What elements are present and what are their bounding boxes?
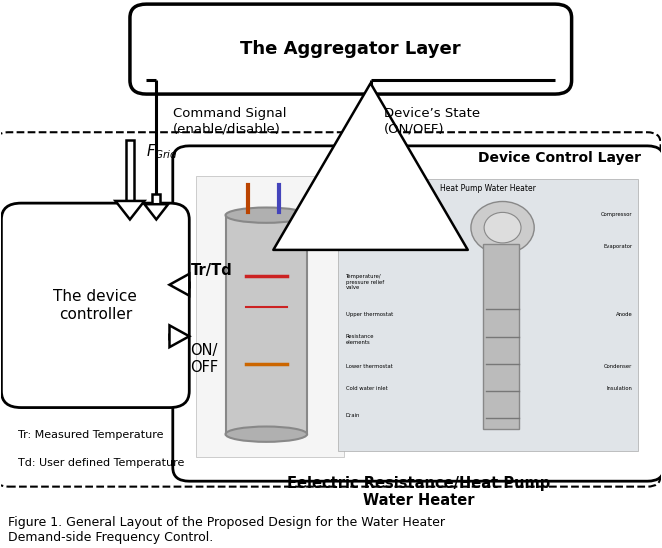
- Text: Fan: Fan: [346, 212, 355, 216]
- Polygon shape: [169, 326, 189, 347]
- Polygon shape: [115, 201, 144, 220]
- Bar: [367, 127, 375, 140]
- FancyBboxPatch shape: [0, 132, 661, 487]
- Text: Resistance
elements: Resistance elements: [346, 334, 374, 345]
- Bar: [126, 140, 134, 201]
- FancyBboxPatch shape: [173, 146, 662, 481]
- Text: The device
controller: The device controller: [54, 289, 137, 322]
- Bar: [226, 215, 307, 434]
- Polygon shape: [358, 127, 383, 143]
- Bar: [196, 176, 344, 456]
- Text: Compressor: Compressor: [600, 212, 632, 216]
- Text: The Aggregator Layer: The Aggregator Layer: [240, 40, 461, 58]
- Circle shape: [484, 213, 521, 243]
- Text: Heat Pump Water Heater: Heat Pump Water Heater: [440, 184, 536, 193]
- Text: Hot water outlet: Hot water outlet: [346, 244, 389, 249]
- Text: Tr: Measured Temperature: Tr: Measured Temperature: [18, 430, 164, 440]
- Polygon shape: [144, 204, 168, 220]
- FancyBboxPatch shape: [1, 203, 189, 408]
- Text: ON/
OFF: ON/ OFF: [191, 343, 218, 375]
- Text: Anode: Anode: [616, 312, 632, 317]
- Text: Drain: Drain: [346, 413, 360, 418]
- Text: Device Control Layer: Device Control Layer: [478, 151, 641, 165]
- Ellipse shape: [226, 208, 307, 223]
- Circle shape: [471, 202, 534, 254]
- Polygon shape: [169, 274, 189, 295]
- Bar: [483, 244, 519, 430]
- Bar: [338, 179, 638, 451]
- Text: Td: User defined Temperature: Td: User defined Temperature: [18, 458, 184, 467]
- Text: Cold water inlet: Cold water inlet: [346, 386, 387, 391]
- Text: Insulation: Insulation: [606, 386, 632, 391]
- Text: Command Signal
(enable/disable): Command Signal (enable/disable): [173, 107, 286, 135]
- FancyBboxPatch shape: [130, 4, 571, 94]
- Text: Device’s State
(ON/OFF): Device’s State (ON/OFF): [384, 107, 480, 135]
- Text: $F_{Grid}$: $F_{Grid}$: [146, 142, 178, 161]
- Text: Tr/Td: Tr/Td: [191, 263, 232, 278]
- Ellipse shape: [226, 426, 307, 442]
- Text: Figure 1. General Layout of the Proposed Design for the Water Heater
Demand-side: Figure 1. General Layout of the Proposed…: [8, 516, 445, 544]
- Text: Lower thermostat: Lower thermostat: [346, 364, 393, 369]
- Text: Eelectric Resistance/Heat Pump
Water Heater: Eelectric Resistance/Heat Pump Water Hea…: [287, 476, 550, 508]
- Bar: [152, 195, 160, 204]
- Text: Upper thermostat: Upper thermostat: [346, 312, 393, 317]
- Text: Temperature/
pressure relief
valve: Temperature/ pressure relief valve: [346, 275, 383, 290]
- Text: Condenser: Condenser: [604, 364, 632, 369]
- Text: Evaporator: Evaporator: [603, 244, 632, 249]
